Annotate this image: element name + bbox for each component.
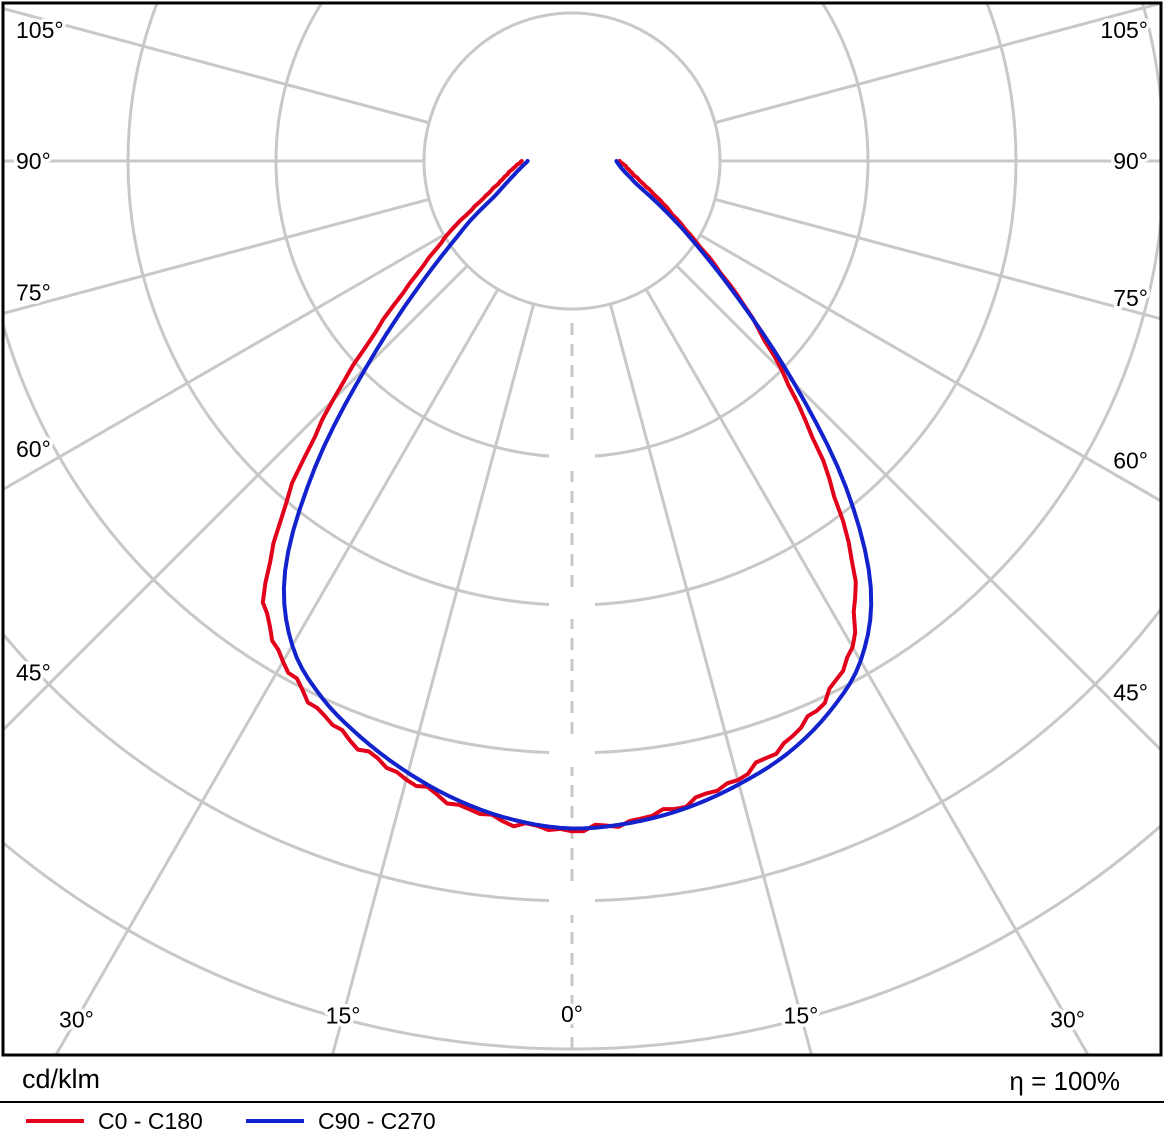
grid-radial-line xyxy=(331,303,536,1054)
angle-label: 45° xyxy=(16,659,51,685)
plot-border xyxy=(1,1,1163,1057)
legend-item-c0-c180: C0 - C180 xyxy=(26,1106,203,1136)
angle-label: 60° xyxy=(16,436,51,462)
legend-label-c0-c180: C0 - C180 xyxy=(98,1107,203,1134)
curve-c0-c180 xyxy=(260,159,858,834)
grid-radial-line xyxy=(714,197,1160,321)
grid-radial-line xyxy=(675,264,1160,752)
legend-line-c0-c180-icon xyxy=(26,1119,84,1123)
angle-label: 15° xyxy=(784,1002,819,1028)
legend-label-c90-c270: C90 - C270 xyxy=(318,1107,436,1134)
angle-label: 30° xyxy=(1050,1006,1085,1032)
footer-divider xyxy=(0,1101,1164,1103)
grid-radial-line xyxy=(608,303,813,1054)
polar-chart-canvas: 0° 15° 15° 30° 30° 45° 45° 60° 60° 75° 75° 90° 90° 10… xyxy=(1,1,1163,1057)
angle-label: 90° xyxy=(1113,148,1148,174)
grid-circle xyxy=(422,11,722,311)
legend-item-c90-c270: C90 - C270 xyxy=(246,1106,436,1136)
grid-radial-line xyxy=(699,233,1160,503)
curve-c90-c270 xyxy=(281,159,874,831)
ring-label-gap xyxy=(549,443,595,471)
grid-radial-line xyxy=(4,233,445,491)
angle-label: 90° xyxy=(16,148,51,174)
grid-radial-line xyxy=(4,7,430,125)
grid-radial-line xyxy=(4,197,430,315)
grid-radial-line xyxy=(644,288,1090,1054)
angle-label: 105° xyxy=(1100,17,1148,43)
angle-label: 105° xyxy=(16,17,64,43)
grid-radial-line xyxy=(714,4,1160,125)
angle-label: 75° xyxy=(1113,285,1148,311)
ring-label-gap xyxy=(549,739,595,767)
angle-label: 30° xyxy=(59,1006,94,1032)
angle-label: 75° xyxy=(16,279,51,305)
angle-label: 60° xyxy=(1113,447,1148,473)
efficiency-label: η = 100% xyxy=(1009,1066,1120,1096)
polar-grid xyxy=(4,4,1160,1054)
grid-radial-line xyxy=(54,288,500,1054)
ring-label-gap xyxy=(549,591,595,619)
legend-line-c90-c270-icon xyxy=(246,1119,304,1123)
angle-label: 45° xyxy=(1113,679,1148,705)
ring-label-gap xyxy=(549,887,595,915)
units-label: cd/klm xyxy=(22,1064,101,1094)
angle-label: 15° xyxy=(326,1002,361,1028)
angle-label: 0° xyxy=(561,1001,583,1027)
grid-circle xyxy=(4,4,1160,755)
grid-radial-line xyxy=(4,264,469,732)
